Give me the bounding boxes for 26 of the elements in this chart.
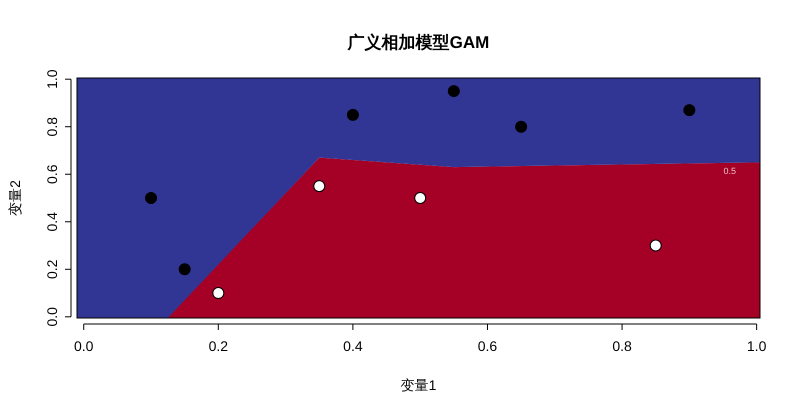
x-axis-title: 变量1 [400, 377, 437, 393]
annotation: 0.5 [723, 166, 736, 176]
point [212, 287, 224, 300]
x-tick-label: 0.6 [478, 338, 498, 354]
chart-title: 广义相加模型GAM [346, 33, 490, 52]
point [145, 192, 158, 204]
y-tick-label: 0.0 [44, 306, 60, 327]
y-tick-label: 0.6 [44, 164, 60, 184]
point [650, 240, 662, 252]
x-tick-label: 0.4 [343, 338, 363, 354]
y-axis-title: 变量2 [7, 180, 23, 216]
point [515, 120, 528, 133]
y-tick-label: 1.0 [44, 69, 60, 89]
point [448, 85, 460, 98]
point [346, 108, 359, 121]
x-tick-label: 0.2 [208, 338, 228, 354]
point [414, 192, 426, 204]
y-tick-label: 0.2 [44, 259, 60, 280]
point [313, 180, 326, 192]
x-tick-label: 1.0 [746, 338, 767, 354]
x-tick-label: 0.8 [612, 338, 632, 354]
y-tick-label: 0.8 [44, 116, 60, 136]
x-tick-label: 0.0 [74, 338, 94, 354]
point [683, 104, 696, 116]
y-tick-label: 0.4 [44, 212, 60, 232]
point [178, 263, 191, 276]
